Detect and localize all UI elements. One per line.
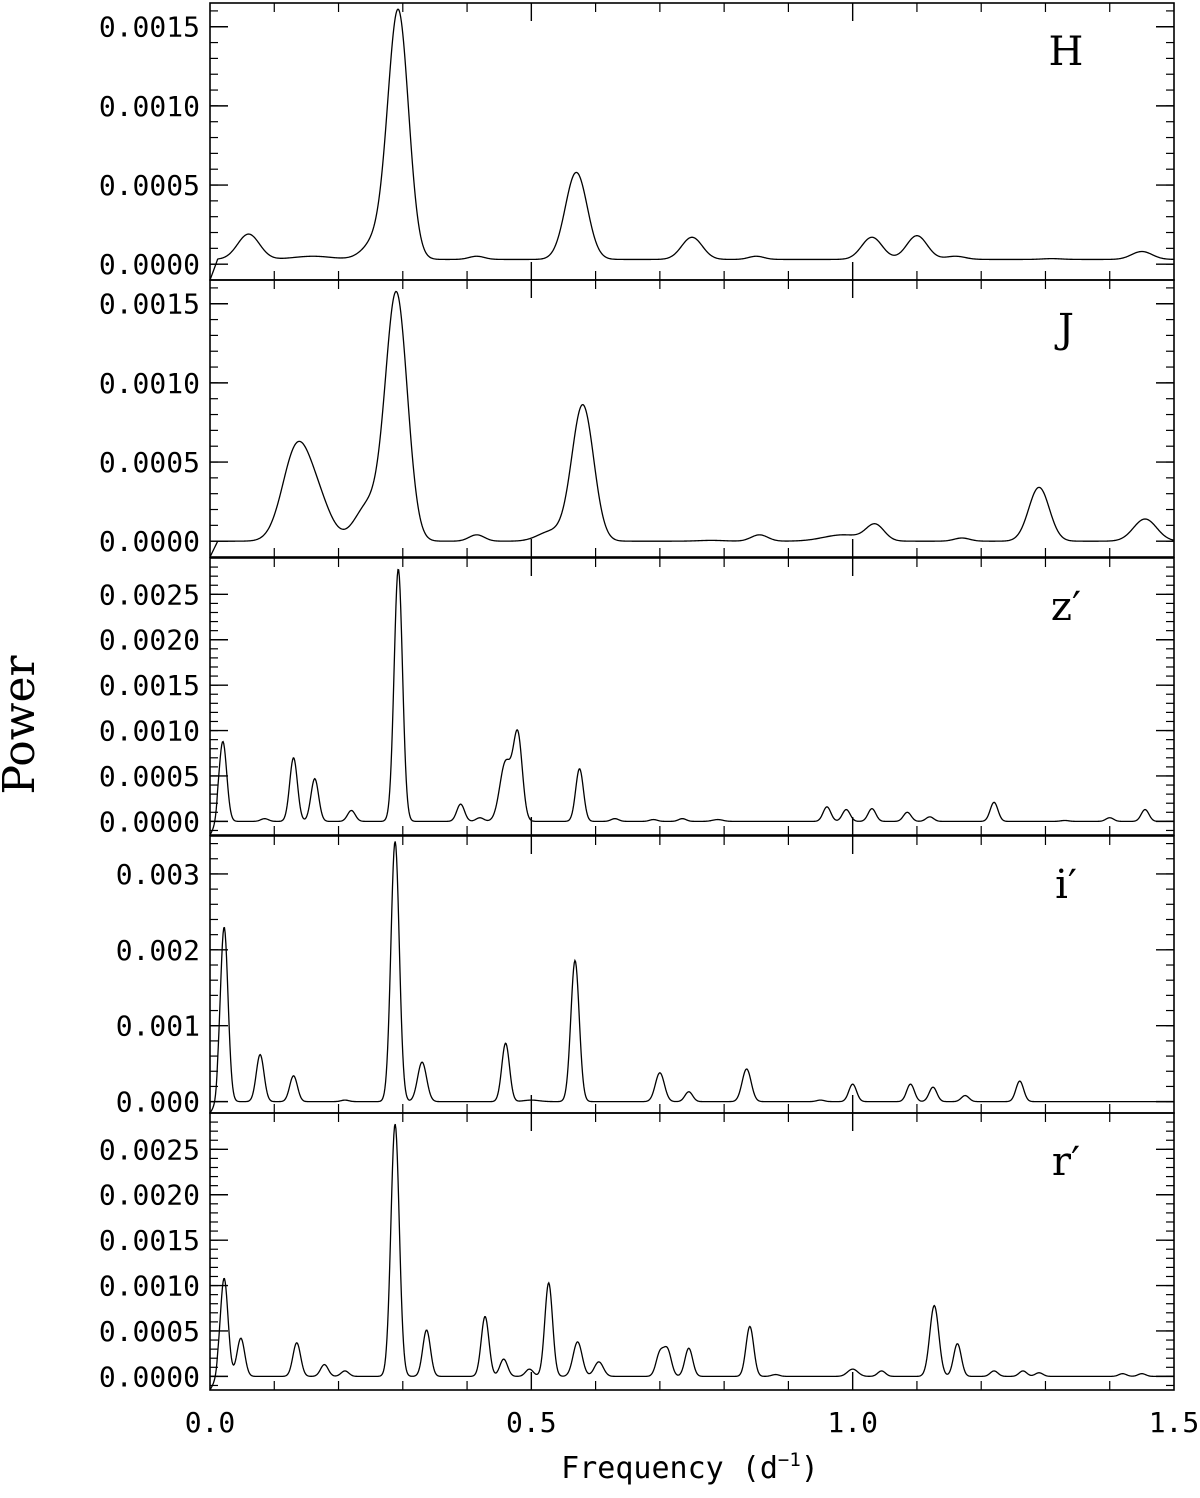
y-tick-label: 0.0025 (99, 578, 200, 611)
y-tick-label: 0.0025 (99, 1133, 200, 1166)
panel-frame (209, 2, 1175, 281)
panel-4: 0.000 0.001 0.002 0.003 i′ (116, 835, 1175, 1119)
panels: 0.00000.00050.00100.0015H0.00000.00050.0… (99, 2, 1175, 1393)
y-tick-label: 0.003 (116, 858, 200, 891)
panel-frame (209, 557, 1175, 836)
panel-label: J (1054, 306, 1074, 352)
y-tick-label: 0.000 (116, 1086, 200, 1119)
panel-label: H (1049, 29, 1084, 75)
y-tick-label: 0.0005 (99, 446, 200, 479)
y-tick-label: 0.002 (116, 934, 200, 967)
panel-1: 0.0000 0.0005 0.0010 0.0015 H (99, 2, 1175, 281)
y-tick-label: 0.0010 (99, 367, 200, 400)
panel-label: r′ (1052, 1139, 1080, 1185)
y-tick-label: 0.0015 (99, 1224, 200, 1257)
y-tick-label: 0.0000 (99, 1360, 200, 1393)
y-tick-label: 0.0000 (99, 525, 200, 558)
y-tick-label: 0.0015 (99, 288, 200, 321)
series-line (210, 1123, 1174, 1390)
x-tick-label: 0.5 (506, 1406, 557, 1439)
y-axis-title: Power (0, 655, 45, 795)
panel-frame (209, 835, 1175, 1114)
x-axis-title-close: ) (801, 1451, 819, 1486)
series-line (210, 568, 1174, 835)
panel-label: i′ (1055, 862, 1077, 908)
y-tick-label: 0.0000 (99, 805, 200, 838)
y-tick-label: 0.001 (116, 1010, 200, 1043)
y-tick-label: 0.0010 (99, 715, 200, 748)
x-tick-label: 1.5 (1149, 1406, 1200, 1439)
y-tick-label: 0.0010 (99, 1270, 200, 1303)
y-tick-label: 0.0000 (99, 248, 200, 281)
panel-2: 0.0000 0.0005 0.0010 0.0015 J (99, 279, 1175, 558)
y-tick-label: 0.0010 (99, 90, 200, 123)
y-tick-label: 0.0005 (99, 760, 200, 793)
panel-frame (209, 279, 1175, 558)
x-axis: 0.0 0.5 1.0 1.5 (185, 1406, 1200, 1439)
series-line (210, 8, 1174, 280)
x-tick-label: 0.0 (185, 1406, 236, 1439)
panel-frame (209, 1112, 1175, 1391)
x-axis-title-main: Frequency (d (561, 1451, 778, 1486)
panel-label: z′ (1051, 584, 1081, 630)
panel-3: 0.0000 0.0005 0.0010 0.0015 0.0020 0.0025 z′ (99, 557, 1175, 838)
series-line (210, 290, 1174, 557)
panel-5: 0.0000 0.0005 0.0010 0.0015 0.0020 0.0025 r′ (99, 1112, 1175, 1393)
x-axis-title-superscript: −1 (778, 1449, 801, 1471)
y-tick-label: 0.0020 (99, 624, 200, 657)
series-line (210, 841, 1174, 1113)
y-tick-label: 0.0015 (99, 669, 200, 702)
y-tick-label: 0.0005 (99, 169, 200, 202)
y-tick-label: 0.0020 (99, 1179, 200, 1212)
x-axis-title: Frequency (d−1) (561, 1449, 819, 1486)
y-tick-label: 0.0005 (99, 1315, 200, 1348)
y-tick-label: 0.0015 (99, 11, 200, 44)
x-tick-label: 1.0 (827, 1406, 878, 1439)
